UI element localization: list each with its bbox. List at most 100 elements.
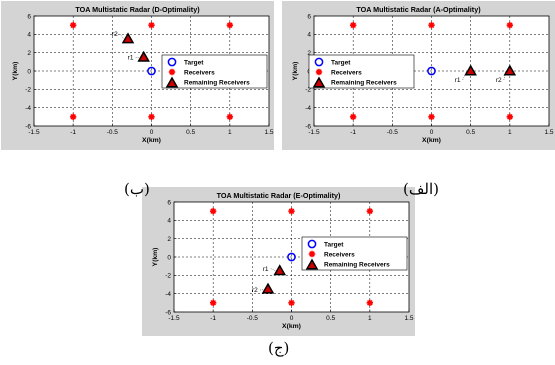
- remaining-receiver-point: [121, 32, 135, 44]
- receiver-point: [349, 113, 357, 121]
- legend-remaining-marker: [165, 76, 179, 88]
- tick-label-x: -1: [70, 129, 76, 136]
- legend-target-marker: [314, 57, 324, 67]
- legend-receivers-marker: [315, 68, 323, 76]
- receiver-point: [69, 21, 77, 29]
- legend-label: Target: [331, 60, 351, 67]
- point-annotation: r2: [252, 287, 258, 294]
- tick-label-y: -2: [305, 87, 311, 94]
- tick-label-y: -4: [305, 105, 311, 112]
- tick-label-x: 1.5: [544, 129, 553, 136]
- receiver-point: [506, 21, 514, 29]
- target-point: [147, 66, 156, 76]
- legend-label: Receivers: [324, 252, 355, 259]
- tick-label-x: 1: [508, 129, 512, 136]
- x-axis-label: X(km): [422, 137, 441, 144]
- chart-title: TOA Multistatic Radar (A-Optimality): [356, 5, 481, 14]
- tick-label-y: -2: [165, 273, 171, 280]
- receiver-point: [148, 21, 155, 29]
- caption-alef: (الف): [403, 180, 439, 198]
- legend-target-marker: [167, 57, 177, 67]
- tick-label-x: 0: [150, 129, 154, 136]
- tick-label-x: 1: [228, 129, 232, 136]
- tick-label-y: -4: [25, 105, 31, 112]
- target-point: [287, 252, 296, 262]
- tick-label-x: 0.5: [186, 129, 195, 136]
- tick-label-x: 1.5: [404, 315, 413, 322]
- point-annotation: r1: [128, 54, 134, 61]
- tick-label-y: -2: [25, 87, 31, 94]
- chart-panel: TOA Multistatic Radar (A-Optimality) -1.5…: [282, 1, 555, 150]
- chart-panel: TOA Multistatic Radar (D-Optimality) -1.5…: [1, 1, 274, 150]
- tick-label-x: -1: [350, 129, 356, 136]
- x-axis-label: X(km): [282, 323, 301, 330]
- tick-label-y: 2: [27, 50, 31, 57]
- legend-box: [301, 236, 408, 271]
- point-annotation: r2: [496, 77, 502, 84]
- tick-label-x: 1: [368, 315, 372, 322]
- tick-label-y: 4: [27, 32, 31, 39]
- receiver-point: [209, 299, 217, 307]
- legend-target-marker: [307, 239, 317, 249]
- tick-label-y: 0: [167, 254, 171, 261]
- tick-label-y: 6: [167, 199, 171, 206]
- legend-remaining-marker: [312, 76, 326, 88]
- tick-label-x: -1.5: [308, 129, 320, 136]
- receiver-point: [506, 113, 514, 121]
- receiver-point: [428, 113, 435, 121]
- receiver-point: [288, 299, 295, 307]
- legend: Target Receivers Remaining Receivers: [308, 54, 415, 89]
- receiver-point: [349, 21, 357, 29]
- target-point: [427, 66, 436, 76]
- chart-title: TOA Multistatic Radar (D-Optimality): [75, 5, 200, 14]
- legend-box: [308, 54, 415, 89]
- tick-label-x: -0.5: [387, 129, 399, 136]
- legend-remaining-marker: [305, 258, 319, 270]
- point-annotation: r1: [455, 77, 461, 84]
- caption-jim: (ج): [268, 339, 290, 357]
- tick-label-y: 0: [27, 68, 31, 75]
- receiver-point: [288, 207, 295, 215]
- y-axis-label: Y(km): [152, 248, 159, 267]
- chart-panel: TOA Multistatic Radar (E-Optimality) -1.5…: [142, 187, 415, 336]
- y-axis-label: Y(km): [292, 62, 299, 81]
- remaining-receiver-point: [503, 64, 517, 76]
- y-axis-label: Y(km): [12, 62, 19, 81]
- chart-title: TOA Multistatic Radar (E-Optimality): [217, 191, 341, 200]
- annotation-leader: [270, 268, 276, 271]
- tick-label-y: 2: [307, 50, 311, 57]
- tick-label-x: 1.5: [264, 129, 273, 136]
- legend: Target Receivers Remaining Receivers: [301, 236, 408, 271]
- x-axis-label: X(km): [142, 137, 161, 144]
- legend-receivers-marker: [168, 68, 176, 76]
- tick-label-x: 0.5: [326, 315, 335, 322]
- annotation-leader: [259, 288, 265, 291]
- receiver-point: [209, 207, 217, 215]
- tick-label-y: -6: [25, 123, 31, 130]
- legend-label: Receivers: [331, 70, 362, 77]
- point-annotation: r2: [112, 31, 118, 38]
- remaining-receiver-point: [261, 282, 275, 294]
- legend-label: Remaining Receivers: [324, 262, 390, 269]
- tick-label-y: -6: [305, 123, 311, 130]
- receiver-point: [366, 299, 374, 307]
- tick-label-x: 0.5: [466, 129, 475, 136]
- annotation-leader: [462, 70, 467, 81]
- point-annotation: r1: [263, 266, 269, 273]
- legend-label: Target: [324, 242, 344, 249]
- tick-label-x: 0: [290, 315, 294, 322]
- receiver-point: [226, 21, 234, 29]
- tick-label-y: 6: [27, 13, 31, 20]
- tick-label-y: 4: [167, 218, 171, 225]
- receiver-point: [69, 113, 77, 121]
- legend-label: Target: [184, 60, 204, 67]
- tick-label-y: 2: [167, 236, 171, 243]
- remaining-receiver-point: [464, 64, 477, 76]
- tick-label-x: -0.5: [247, 315, 259, 322]
- tick-label-x: -1.5: [168, 315, 180, 322]
- legend-receivers-marker: [308, 250, 316, 258]
- tick-label-x: -1.5: [28, 129, 40, 136]
- tick-label-y: -6: [165, 309, 171, 316]
- receiver-point: [226, 113, 234, 121]
